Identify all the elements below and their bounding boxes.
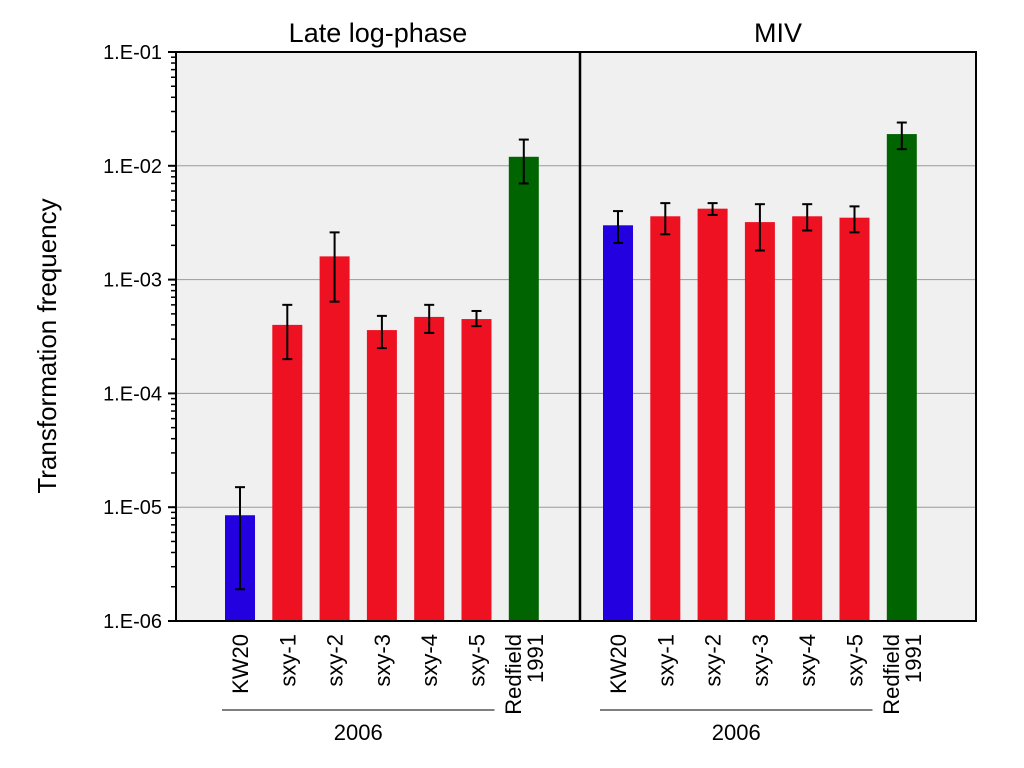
y-tick-label: 1.E-01 <box>103 42 162 64</box>
bar <box>508 156 539 621</box>
panel-title: MIV <box>754 18 802 48</box>
y-tick-label: 1.E-04 <box>103 383 162 405</box>
category-label: KW20 <box>606 634 631 694</box>
category-label-line: 1991 <box>523 634 548 683</box>
category-label: sxy-1 <box>275 634 300 687</box>
error-bars <box>235 121 907 591</box>
panel-titles: Late log-phase MIV <box>289 18 802 48</box>
bar <box>366 330 397 621</box>
category-label: sxy-3 <box>370 634 395 687</box>
category-label: sxy-5 <box>465 634 490 687</box>
bar <box>414 316 445 621</box>
category-label-line: sxy-5 <box>843 634 868 687</box>
category-label: sxy-3 <box>748 634 773 687</box>
category-label: sxy-4 <box>795 634 820 687</box>
category-label-line: sxy-2 <box>323 634 348 687</box>
category-label: sxy-2 <box>701 634 726 687</box>
bar <box>744 222 775 621</box>
group-labels: 2006 2006 <box>222 709 873 745</box>
bar <box>886 134 917 622</box>
y-tick-label: 1.E-03 <box>103 270 162 292</box>
bar <box>650 216 681 621</box>
category-label-line: 1991 <box>901 634 926 683</box>
y-axis: 1.E-06 1.E-05 1.E-04 1.E-03 1.E-02 1.E-01 <box>103 42 176 633</box>
bars <box>225 134 917 622</box>
group-label: 2006 <box>334 720 383 745</box>
category-label: Redfield1991 <box>501 634 548 715</box>
category-label: sxy-2 <box>323 634 348 687</box>
category-label: sxy-4 <box>417 634 442 687</box>
category-label-line: sxy-4 <box>795 634 820 687</box>
category-label-line: Redfield <box>501 634 526 715</box>
category-label-line: sxy-4 <box>417 634 442 687</box>
panel-title: Late log-phase <box>289 18 468 48</box>
bar <box>839 217 870 621</box>
category-label-line: KW20 <box>606 634 631 694</box>
category-label: sxy-1 <box>653 634 678 687</box>
bar <box>697 208 728 621</box>
category-labels: KW20 sxy-1 sxy-2 sxy-3 sxy-4 sxy-5 Redfield199… <box>228 634 926 715</box>
category-label-line: sxy-5 <box>465 634 490 687</box>
category-label: sxy-5 <box>843 634 868 687</box>
group-label: 2006 <box>712 720 761 745</box>
category-label-line: Redfield <box>879 634 904 715</box>
category-label-line: sxy-3 <box>370 634 395 687</box>
category-label-line: sxy-1 <box>653 634 678 687</box>
bar <box>603 225 633 622</box>
y-tick-label: 1.E-02 <box>103 156 162 178</box>
category-label-line: sxy-3 <box>748 634 773 687</box>
bar <box>319 256 350 621</box>
category-label-line: KW20 <box>228 634 253 694</box>
category-label: KW20 <box>228 634 253 694</box>
category-label-line: sxy-1 <box>275 634 300 687</box>
category-label: Redfield1991 <box>879 634 926 715</box>
bar <box>792 216 823 621</box>
plot-area <box>175 51 977 622</box>
y-axis-title: Transformation frequency <box>32 198 62 493</box>
bar <box>272 324 303 621</box>
bar <box>461 319 492 621</box>
category-label-line: sxy-2 <box>701 634 726 687</box>
y-tick-label: 1.E-06 <box>103 611 162 633</box>
plot-frame <box>175 51 977 622</box>
y-tick-label: 1.E-05 <box>103 497 162 519</box>
